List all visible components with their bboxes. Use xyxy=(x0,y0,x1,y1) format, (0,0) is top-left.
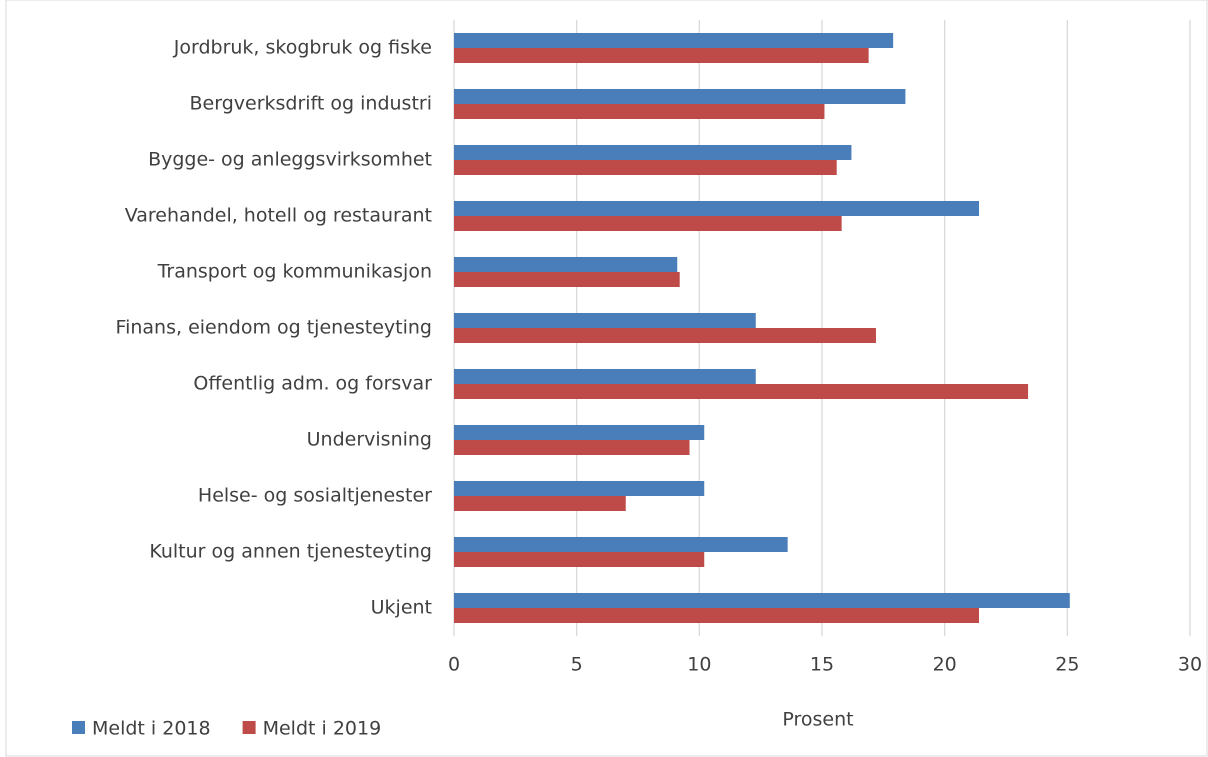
bar xyxy=(454,440,690,455)
bar xyxy=(454,89,906,104)
legend-swatch xyxy=(72,721,85,734)
x-axis-label: Prosent xyxy=(782,709,853,731)
bar xyxy=(454,481,705,496)
x-tick-label: 25 xyxy=(1055,654,1079,676)
bar xyxy=(454,145,852,160)
bar xyxy=(454,593,1070,608)
x-tick-label: 0 xyxy=(448,654,460,676)
bar xyxy=(454,216,842,231)
bar xyxy=(454,369,756,384)
y-tick-label: Bergverksdrift og industri xyxy=(190,93,433,115)
bar xyxy=(454,104,825,119)
x-tick-label: 30 xyxy=(1178,654,1202,676)
y-tick-label: Offentlig adm. og forsvar xyxy=(193,373,432,395)
y-tick-label: Finans, eiendom og tjenesteyting xyxy=(116,317,432,339)
legend-label: Meldt i 2018 xyxy=(92,718,211,740)
bar xyxy=(454,160,837,175)
y-tick-label: Undervisning xyxy=(307,429,432,451)
y-tick-label: Kultur og annen tjenesteyting xyxy=(149,541,432,563)
legend-label: Meldt i 2019 xyxy=(263,718,382,740)
bar xyxy=(454,313,756,328)
bar xyxy=(454,201,980,216)
bar xyxy=(454,48,869,63)
bar xyxy=(454,552,705,567)
y-tick-label: Ukjent xyxy=(371,597,432,619)
bar xyxy=(454,384,1029,399)
x-tick-label: 20 xyxy=(933,654,957,676)
bar xyxy=(454,496,626,511)
y-tick-label: Bygge- og anleggsvirksomhet xyxy=(148,149,432,171)
y-tick-label: Jordbruk, skogbruk og fiske xyxy=(173,37,432,59)
y-tick-label: Helse- og sosialtjenester xyxy=(198,485,432,507)
bar xyxy=(454,328,876,343)
bar xyxy=(454,537,788,552)
bar xyxy=(454,33,894,48)
bar xyxy=(454,257,678,272)
bar xyxy=(454,425,705,440)
bar xyxy=(454,608,980,623)
x-tick-label: 10 xyxy=(687,654,711,676)
y-tick-label: Transport og kommunikasjon xyxy=(157,261,432,283)
y-tick-label: Varehandel, hotell og restaurant xyxy=(125,205,432,227)
x-tick-label: 15 xyxy=(810,654,834,676)
bar xyxy=(454,272,680,287)
x-tick-label: 5 xyxy=(571,654,583,676)
legend-swatch xyxy=(242,721,256,734)
